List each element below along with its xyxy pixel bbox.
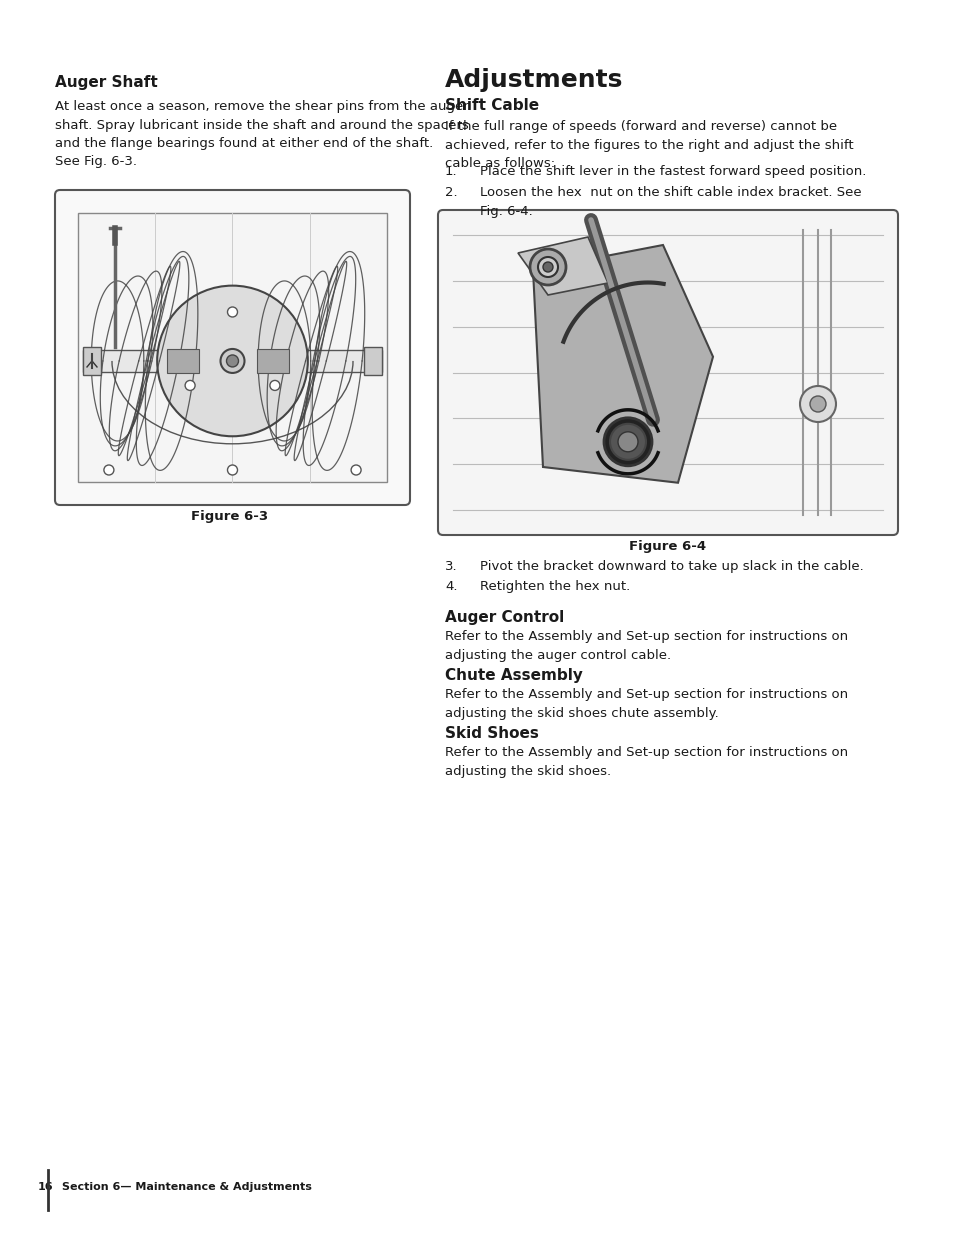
Text: Refer to the Assembly and Set-up section for instructions on
adjusting the skid : Refer to the Assembly and Set-up section… — [444, 688, 847, 720]
Text: Figure 6-3: Figure 6-3 — [192, 510, 269, 522]
Text: 3.: 3. — [444, 559, 457, 573]
Circle shape — [809, 396, 825, 412]
Circle shape — [530, 249, 565, 285]
Circle shape — [609, 424, 645, 459]
Circle shape — [537, 257, 558, 277]
Circle shape — [226, 354, 238, 367]
Text: 2.: 2. — [444, 186, 457, 199]
Bar — [257, 350, 289, 373]
Bar — [83, 350, 381, 372]
Text: Section 6— Maintenance & Adjustments: Section 6— Maintenance & Adjustments — [62, 1182, 312, 1192]
Circle shape — [227, 308, 237, 317]
Text: Shift Cable: Shift Cable — [444, 98, 538, 112]
Circle shape — [603, 417, 651, 466]
Text: 16: 16 — [38, 1182, 53, 1192]
Text: Place the shift lever in the fastest forward speed position.: Place the shift lever in the fastest for… — [479, 165, 865, 178]
Text: Retighten the hex nut.: Retighten the hex nut. — [479, 580, 630, 593]
FancyBboxPatch shape — [55, 190, 410, 505]
Text: Adjustments: Adjustments — [444, 68, 622, 91]
Text: If the full range of speeds (forward and reverse) cannot be
achieved, refer to t: If the full range of speeds (forward and… — [444, 120, 853, 170]
Text: 4.: 4. — [444, 580, 457, 593]
Circle shape — [157, 285, 308, 436]
Bar — [83, 347, 101, 375]
FancyBboxPatch shape — [437, 210, 897, 535]
Circle shape — [185, 380, 195, 390]
Bar — [78, 212, 387, 482]
Text: Pivot the bracket downward to take up slack in the cable.: Pivot the bracket downward to take up sl… — [479, 559, 862, 573]
Text: Figure 6-4: Figure 6-4 — [629, 540, 706, 553]
Circle shape — [270, 380, 279, 390]
Circle shape — [618, 432, 638, 452]
Circle shape — [542, 262, 553, 272]
Text: Refer to the Assembly and Set-up section for instructions on
adjusting the auger: Refer to the Assembly and Set-up section… — [444, 630, 847, 662]
Text: Auger Control: Auger Control — [444, 610, 563, 625]
Text: Auger Shaft: Auger Shaft — [55, 75, 157, 90]
Text: At least once a season, remove the shear pins from the auger
shaft. Spray lubric: At least once a season, remove the shear… — [55, 100, 468, 168]
Circle shape — [104, 466, 113, 475]
Text: Refer to the Assembly and Set-up section for instructions on
adjusting the skid : Refer to the Assembly and Set-up section… — [444, 746, 847, 778]
Text: Loosen the hex  nut on the shift cable index bracket. See
Fig. 6-4.: Loosen the hex nut on the shift cable in… — [479, 186, 861, 217]
Polygon shape — [517, 237, 607, 295]
Polygon shape — [533, 245, 712, 483]
Circle shape — [227, 466, 237, 475]
Bar — [364, 347, 381, 375]
Text: Skid Shoes: Skid Shoes — [444, 726, 538, 741]
Text: Chute Assembly: Chute Assembly — [444, 668, 582, 683]
Text: 1.: 1. — [444, 165, 457, 178]
Circle shape — [351, 466, 361, 475]
Circle shape — [220, 350, 244, 373]
Circle shape — [800, 387, 835, 422]
Bar — [168, 350, 199, 373]
